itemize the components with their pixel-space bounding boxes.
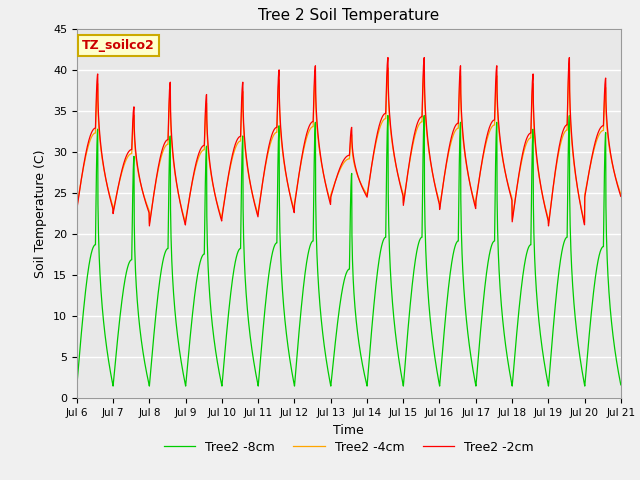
Legend: Tree2 -8cm, Tree2 -4cm, Tree2 -2cm: Tree2 -8cm, Tree2 -4cm, Tree2 -2cm — [159, 436, 539, 459]
Tree2 -8cm — [617, 382, 625, 388]
Tree2 -8cm — [384, 113, 392, 119]
Title: Tree 2 Soil Temperature: Tree 2 Soil Temperature — [258, 9, 440, 24]
Tree2 -4cm — [145, 221, 153, 227]
Y-axis label: Soil Temperature (C): Soil Temperature (C) — [35, 149, 47, 278]
Line: Tree2 -2cm: Tree2 -2cm — [77, 58, 621, 226]
Tree2 -2cm — [225, 171, 232, 177]
Tree2 -2cm — [365, 184, 372, 190]
Tree2 -4cm — [617, 191, 625, 197]
Tree2 -8cm — [365, 367, 372, 373]
Tree2 -4cm — [225, 172, 232, 178]
Tree2 -4cm — [365, 182, 372, 188]
Tree2 -4cm — [384, 65, 392, 71]
Tree2 -8cm — [569, 287, 577, 292]
Tree2 -2cm — [508, 195, 515, 201]
Tree2 -8cm — [376, 250, 384, 256]
Tree2 -2cm — [73, 206, 81, 212]
Tree2 -2cm — [376, 119, 384, 124]
Line: Tree2 -4cm: Tree2 -4cm — [77, 68, 621, 224]
Tree2 -8cm — [507, 376, 515, 382]
Tree2 -2cm — [145, 223, 153, 229]
Tree2 -2cm — [570, 151, 577, 156]
Tree2 -2cm — [584, 173, 592, 179]
Tree2 -2cm — [384, 55, 392, 60]
Tree2 -8cm — [584, 345, 592, 351]
X-axis label: Time: Time — [333, 424, 364, 437]
Text: TZ_soilco2: TZ_soilco2 — [82, 39, 155, 52]
Tree2 -8cm — [73, 383, 81, 389]
Tree2 -4cm — [570, 154, 577, 159]
Tree2 -4cm — [73, 204, 81, 210]
Tree2 -2cm — [617, 193, 625, 199]
Tree2 -4cm — [508, 192, 515, 198]
Tree2 -4cm — [376, 123, 384, 129]
Tree2 -8cm — [225, 311, 232, 317]
Tree2 -4cm — [584, 173, 592, 179]
Line: Tree2 -8cm: Tree2 -8cm — [77, 116, 621, 386]
